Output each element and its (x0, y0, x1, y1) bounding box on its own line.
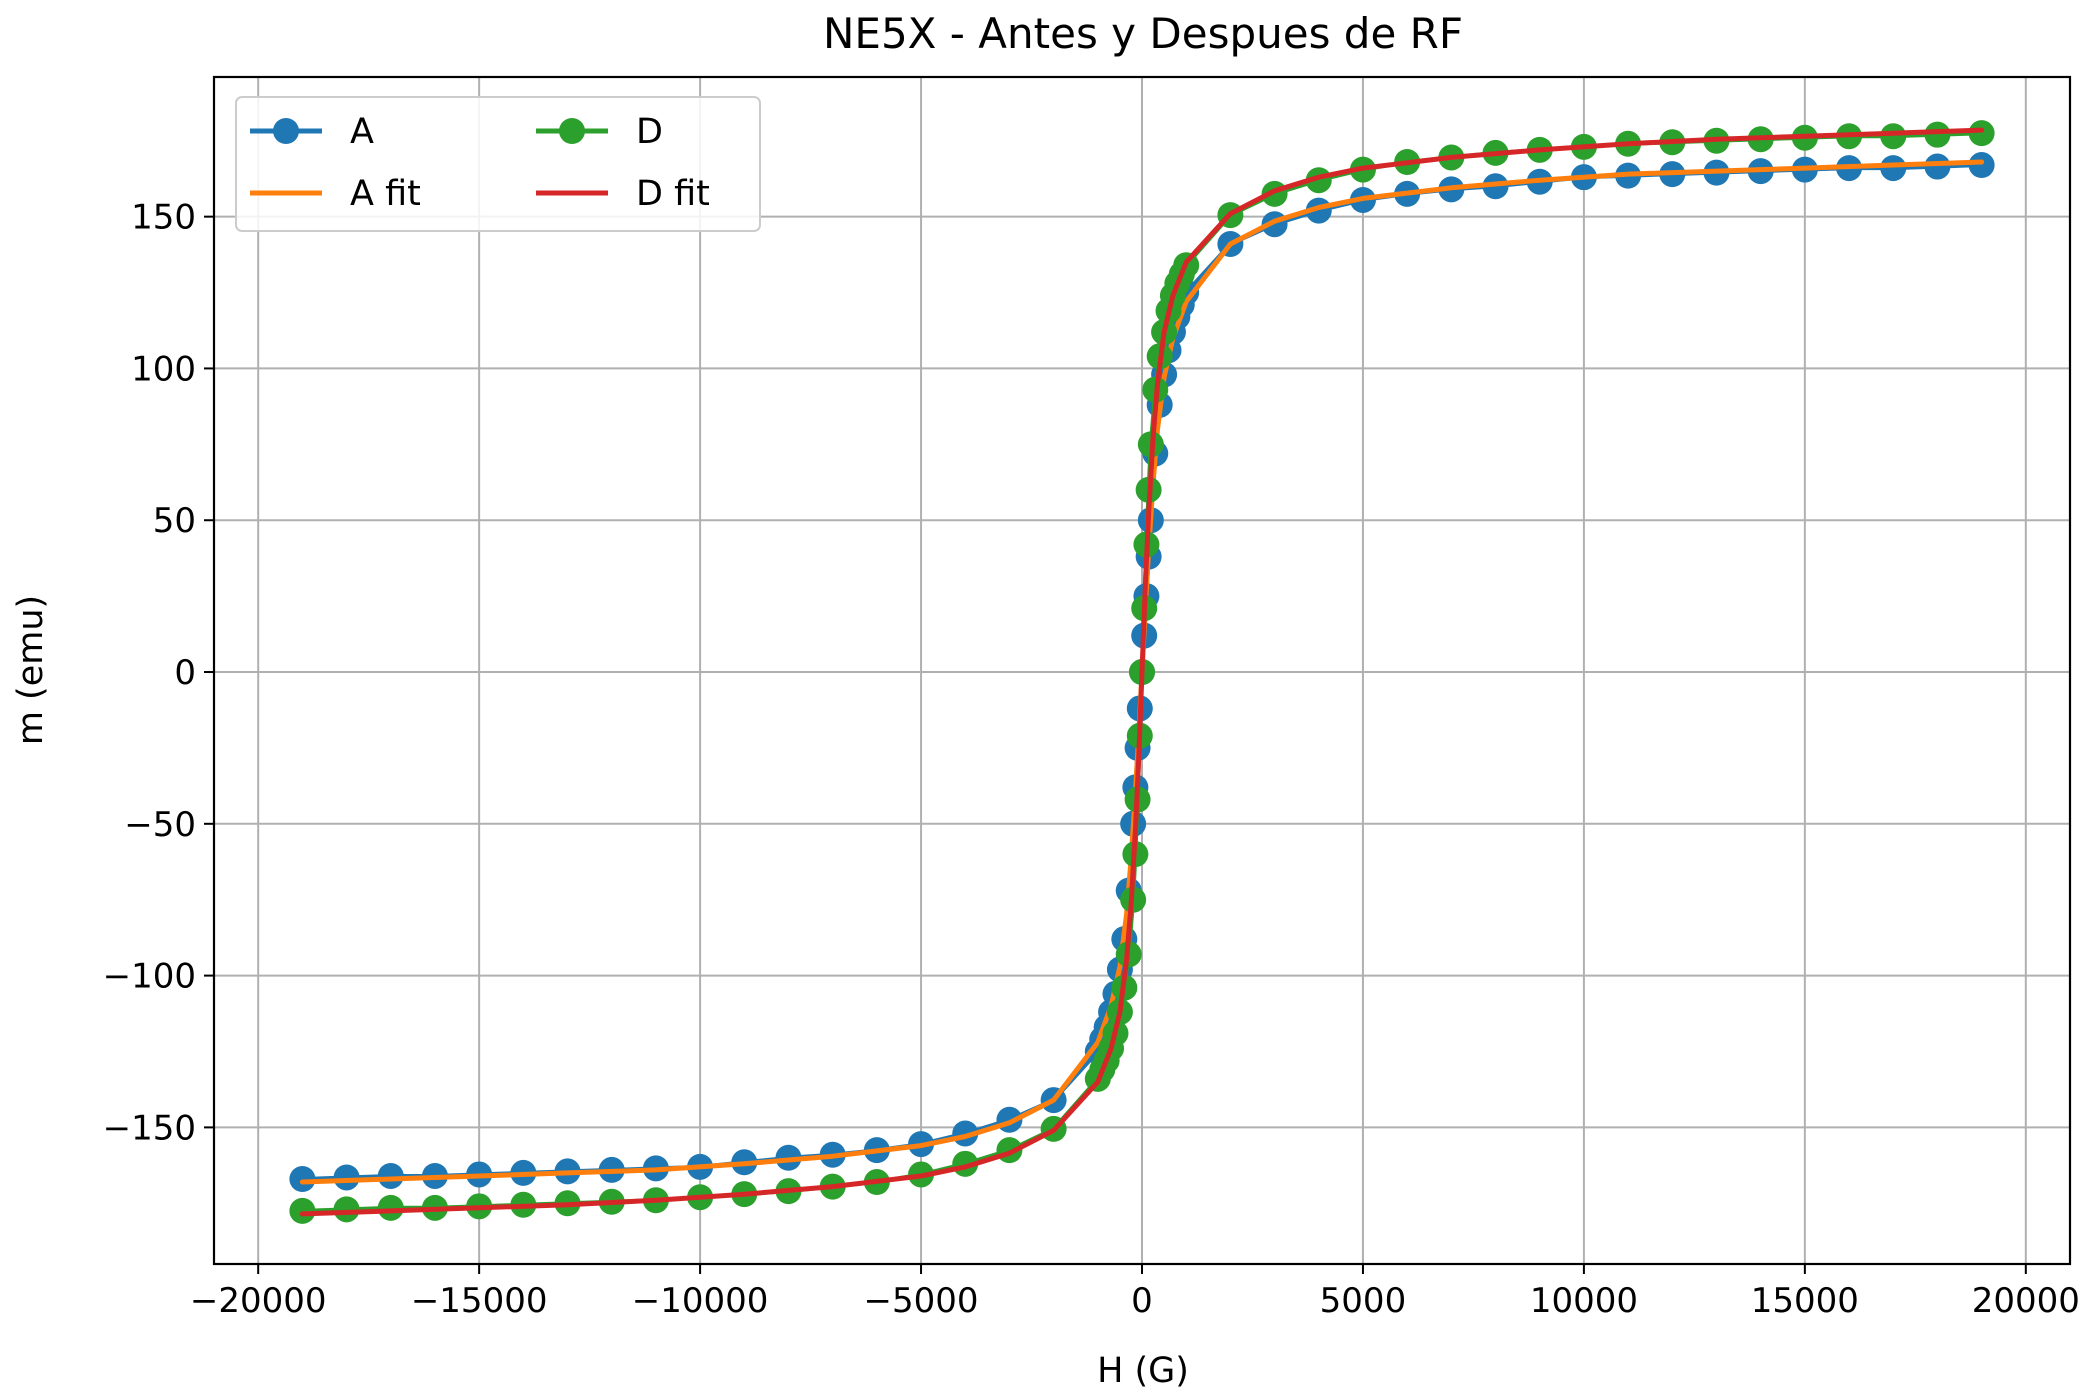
legend-item-d: D (536, 112, 663, 152)
x-tick-label: 0 (1131, 1281, 1153, 1321)
data-point-a (289, 1165, 316, 1192)
data-point-a (333, 1164, 360, 1191)
legend-swatch-marker (559, 118, 585, 144)
legend-item-a: A (250, 112, 374, 152)
x-tick-label: 10000 (1530, 1281, 1638, 1321)
legend-box (235, 96, 761, 232)
legend-swatch-marker (273, 118, 299, 144)
legend-label: D fit (636, 174, 710, 214)
x-tick-label: 5000 (1320, 1281, 1407, 1321)
data-point-d (377, 1194, 404, 1221)
legend-label: A (350, 112, 374, 152)
data-point-d (1880, 123, 1907, 150)
x-axis-label: H (G) (1097, 1351, 1189, 1391)
y-axis-label: m (emu) (11, 595, 51, 745)
data-point-d (289, 1197, 316, 1224)
data-point-d (1968, 120, 1995, 147)
y-tick-label: 100 (131, 349, 196, 389)
legend-item-d-fit: D fit (536, 174, 710, 214)
legend: A A fit D D fit (235, 96, 761, 232)
chart-title: NE5X - Antes y Despues de RF (823, 9, 1463, 58)
y-tick-label: −50 (124, 805, 196, 845)
y-tick-label: 50 (153, 501, 196, 541)
y-tick-label: 150 (131, 198, 196, 238)
series-line-d-fit (299, 127, 1985, 1217)
series-layer (289, 120, 1995, 1224)
y-tick-label: −100 (103, 957, 196, 997)
x-tick-label: 15000 (1751, 1281, 1859, 1321)
data-point-a (1968, 152, 1995, 179)
x-tick-label: −5000 (864, 1281, 979, 1321)
y-tick-label: −150 (103, 1108, 196, 1148)
x-tick-label: −10000 (632, 1281, 769, 1321)
data-point-a (377, 1162, 404, 1189)
legend-item-a-fit: A fit (250, 174, 421, 214)
axis-ticks: −20000 −15000 −10000 −5000 0 5000 10000 15000 20… (103, 198, 2080, 1321)
data-point-d (1924, 121, 1951, 148)
y-tick-label: 0 (174, 653, 196, 693)
x-tick-label: −20000 (190, 1281, 327, 1321)
x-tick-label: −15000 (411, 1281, 548, 1321)
x-tick-label: 20000 (1972, 1281, 2080, 1321)
legend-label: A fit (350, 174, 421, 214)
series-d-fit (299, 127, 1985, 1217)
legend-label: D (636, 112, 663, 152)
data-point-d (333, 1196, 360, 1223)
data-point-a (1880, 155, 1907, 182)
data-point-a (1924, 153, 1951, 180)
